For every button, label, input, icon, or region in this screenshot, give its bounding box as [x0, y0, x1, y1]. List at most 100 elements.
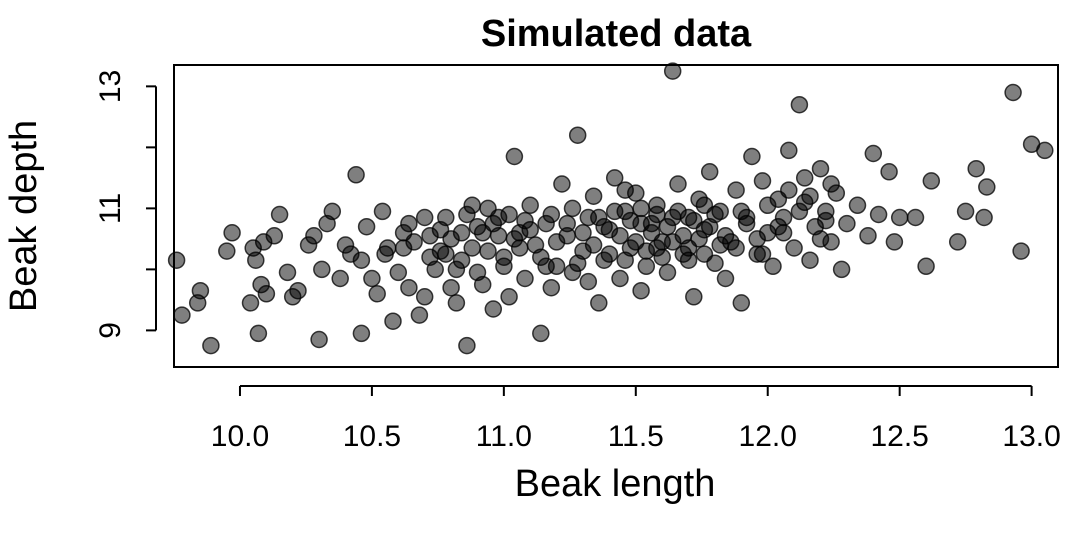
data-point	[305, 227, 323, 245]
data-point	[1004, 83, 1022, 102]
data-point	[764, 257, 782, 276]
plot-frame	[173, 64, 1059, 368]
y-tick-label: 13	[94, 70, 127, 103]
data-point	[922, 172, 941, 190]
x-axis-label: Beak length	[515, 463, 716, 505]
data-point	[368, 285, 386, 303]
data-point	[880, 163, 898, 181]
data-point	[716, 269, 735, 288]
data-point	[978, 178, 996, 196]
data-point	[906, 208, 925, 227]
x-tick-label: 10.5	[343, 420, 401, 453]
data-point	[241, 294, 260, 312]
data-point	[848, 196, 867, 215]
data-point	[458, 336, 476, 355]
data-point	[265, 227, 284, 245]
data-point	[400, 278, 418, 297]
data-point	[1012, 242, 1030, 260]
data-point	[415, 288, 434, 306]
data-point	[632, 281, 650, 300]
data-points	[167, 62, 1054, 355]
data-point	[447, 294, 466, 312]
data-point	[547, 233, 566, 251]
data-point	[700, 163, 719, 181]
data-point	[270, 205, 289, 224]
data-point	[795, 193, 814, 212]
data-point	[484, 300, 503, 318]
data-point	[801, 251, 819, 269]
data-point	[780, 141, 798, 160]
y-axis-label: Beak depth	[3, 120, 45, 312]
data-point	[637, 257, 656, 276]
data-point	[442, 278, 460, 297]
data-point	[600, 245, 619, 263]
data-point	[505, 230, 524, 248]
data-point	[616, 181, 634, 199]
data-point	[532, 324, 550, 343]
data-point	[832, 260, 851, 279]
data-point	[611, 269, 629, 288]
chart-title: Simulated data	[481, 13, 752, 55]
data-point	[790, 95, 809, 114]
data-point	[558, 214, 576, 233]
data-point	[347, 166, 365, 184]
data-point	[822, 175, 840, 193]
data-point	[817, 211, 835, 230]
data-point	[400, 214, 418, 233]
data-point	[584, 236, 603, 254]
data-point	[632, 214, 650, 233]
data-point	[500, 205, 518, 224]
data-point	[384, 312, 402, 330]
data-point	[516, 269, 534, 288]
data-point	[743, 147, 761, 166]
x-tick-label: 10.0	[211, 420, 269, 453]
data-point	[748, 230, 766, 248]
data-point	[753, 245, 772, 263]
data-point	[732, 202, 751, 221]
data-point	[595, 217, 613, 236]
data-point	[310, 330, 328, 349]
data-point	[521, 196, 539, 215]
data-point	[753, 172, 772, 190]
data-point	[864, 144, 883, 163]
data-point	[616, 251, 634, 269]
data-point	[479, 242, 497, 260]
y-tick-label: 11	[94, 193, 127, 224]
data-point	[505, 147, 524, 166]
data-point	[542, 278, 561, 297]
data-point	[378, 239, 397, 257]
data-point	[869, 205, 888, 224]
data-point	[885, 233, 904, 251]
data-point	[447, 260, 466, 279]
data-point	[711, 236, 729, 254]
data-point	[218, 242, 236, 260]
data-point	[495, 257, 513, 276]
data-point	[811, 230, 830, 248]
data-point	[389, 263, 408, 282]
data-point	[468, 217, 487, 236]
data-point	[859, 227, 877, 245]
data-point	[542, 205, 561, 224]
data-point	[811, 159, 830, 178]
x-axis: 10.0 10.5 11.0 11.5 12.0 12.5 13.0	[211, 385, 1061, 453]
data-point	[357, 217, 376, 236]
data-point	[484, 214, 503, 233]
data-point	[663, 62, 682, 80]
data-point	[437, 245, 455, 263]
data-point	[632, 199, 650, 218]
x-tick-label: 13.0	[1002, 420, 1060, 453]
data-point	[758, 196, 777, 215]
data-point	[574, 224, 592, 242]
data-point	[838, 214, 856, 233]
x-tick-label: 12.5	[870, 420, 928, 453]
data-point	[967, 159, 985, 178]
data-point	[394, 239, 413, 257]
y-axis: 9 11 13	[94, 70, 157, 339]
data-point	[452, 224, 471, 242]
data-point	[785, 239, 803, 257]
x-tick-label: 11.0	[476, 420, 532, 453]
data-point	[473, 275, 492, 294]
data-point	[421, 248, 439, 266]
data-point	[202, 336, 220, 355]
